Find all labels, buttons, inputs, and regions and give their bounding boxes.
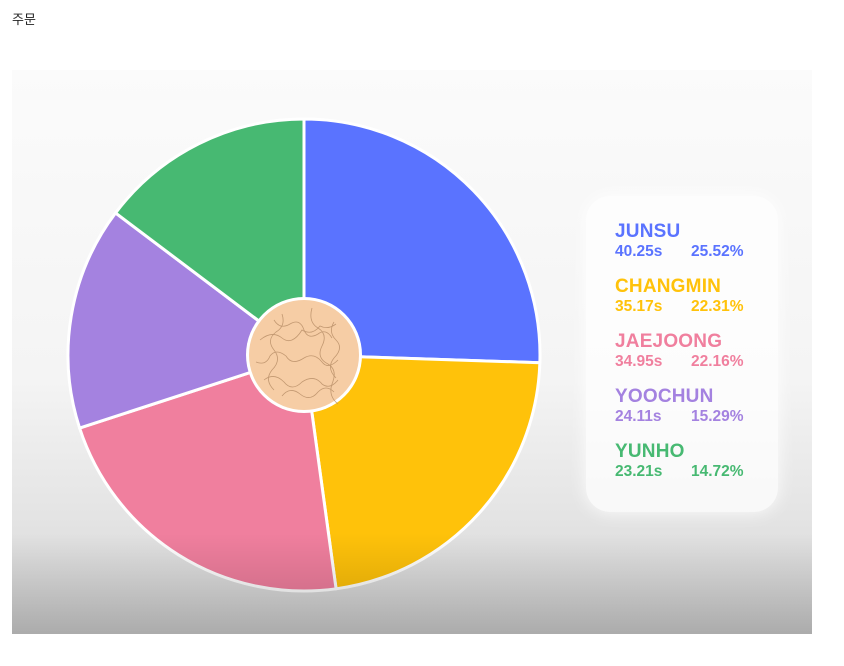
textured-ball-icon: [255, 307, 340, 405]
legend-name: JUNSU: [615, 221, 681, 242]
legend-percent: 25.52%: [691, 243, 744, 260]
video-frame[interactable]: JUNSU 40.25s 25.52% CHANGMIN 35.17s 22.31% JAE…: [12, 70, 812, 634]
legend-percent: 14.72%: [691, 463, 744, 480]
pie-slice-yoochun: [66, 211, 306, 430]
legend-time: 35.17s: [615, 298, 663, 315]
legend-percent: 22.31%: [691, 298, 744, 315]
center-hub: [246, 297, 362, 413]
legend-values: 40.25s 25.52%: [615, 243, 744, 261]
legend-name: CHANGMIN: [615, 276, 722, 297]
pie-slice-yunho: [114, 117, 306, 357]
legend-values: 23.21s 14.72%: [615, 463, 744, 481]
legend-item-jaejoong: JAEJOONG 34.95s 22.16%: [615, 332, 744, 371]
legend-item-yunho: YUNHO 23.21s 14.72%: [615, 442, 744, 481]
legend-time: 34.95s: [615, 353, 663, 370]
legend-item-changmin: CHANGMIN 35.17s 22.31%: [615, 277, 744, 316]
legend-item-junsu: JUNSU 40.25s 25.52%: [615, 222, 744, 261]
legend-values: 24.11s 15.29%: [615, 408, 744, 426]
legend-percent: 15.29%: [691, 408, 744, 425]
legend-name: YUNHO: [615, 441, 685, 462]
legend-item-yoochun: YOOCHUN 24.11s 15.29%: [615, 387, 744, 426]
legend: JUNSU 40.25s 25.52% CHANGMIN 35.17s 22.31% JAE…: [586, 196, 778, 512]
legend-time: 23.21s: [615, 463, 663, 480]
legend-values: 34.95s 22.16%: [615, 353, 744, 371]
legend-values: 35.17s 22.31%: [615, 298, 744, 316]
legend-name: JAEJOONG: [615, 331, 723, 352]
legend-name: YOOCHUN: [615, 386, 714, 407]
pie-slice-junsu: [302, 117, 542, 365]
legend-time: 24.11s: [615, 408, 662, 425]
page-label: 주문: [12, 13, 36, 28]
legend-time: 40.25s: [615, 243, 663, 260]
legend-percent: 22.16%: [691, 353, 744, 370]
